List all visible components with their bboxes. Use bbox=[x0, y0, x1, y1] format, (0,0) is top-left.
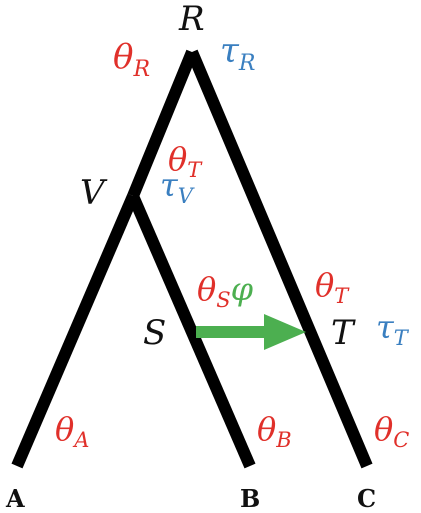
tau-r-symbol: τ bbox=[220, 31, 240, 71]
tau-v-subscript: V bbox=[178, 184, 195, 208]
node-label-r: R bbox=[178, 0, 205, 39]
theta-t-lower-subscript: T bbox=[334, 284, 350, 308]
theta-c-subscript: C bbox=[393, 428, 409, 452]
tau-r-subscript: R bbox=[238, 51, 256, 76]
param-theta-t-upper: θT bbox=[168, 140, 203, 182]
tip-label-c: C bbox=[357, 484, 376, 513]
migration-arrow bbox=[196, 314, 306, 350]
theta-t-upper-symbol: θ bbox=[168, 140, 187, 178]
theta-t-upper-subscript: T bbox=[187, 158, 203, 182]
theta-c-symbol: θ bbox=[374, 410, 393, 448]
param-theta-t-lower: θT bbox=[315, 266, 350, 308]
tip-label-a: A bbox=[5, 484, 25, 513]
param-tau-r: τR bbox=[220, 31, 255, 76]
branch-v-to-b bbox=[127, 193, 256, 469]
param-theta-b: θB bbox=[257, 410, 292, 452]
theta-t-lower-symbol: θ bbox=[315, 266, 334, 304]
theta-r-subscript: R bbox=[132, 57, 150, 82]
theta-s-subscript: S bbox=[216, 288, 230, 312]
theta-r-symbol: θ bbox=[113, 37, 133, 77]
node-label-v: V bbox=[80, 173, 108, 213]
branch-r-to-v bbox=[127, 49, 198, 199]
tau-v-symbol: τ bbox=[160, 166, 179, 204]
theta-b-subscript: B bbox=[275, 428, 291, 452]
theta-b-symbol: θ bbox=[257, 410, 276, 448]
migration-arrow-head bbox=[264, 314, 306, 350]
tree-branches bbox=[11, 49, 373, 469]
theta-s-symbol: θ bbox=[197, 270, 216, 308]
node-label-s: S bbox=[143, 313, 166, 353]
phi-symbol: φ bbox=[231, 270, 254, 308]
branch-v-to-a bbox=[11, 193, 139, 469]
param-theta-r: θR bbox=[113, 37, 150, 82]
param-theta-a: θA bbox=[55, 410, 89, 452]
tau-t-subscript: T bbox=[394, 326, 410, 350]
param-theta-c: θC bbox=[374, 410, 409, 452]
tau-t-symbol: τ bbox=[376, 308, 395, 346]
node-label-t: T bbox=[331, 313, 356, 353]
theta-a-symbol: θ bbox=[55, 410, 74, 448]
tip-label-b: B bbox=[240, 484, 260, 513]
param-tau-v: τV bbox=[160, 166, 195, 208]
theta-a-subscript: A bbox=[72, 428, 89, 452]
branch-r-to-c bbox=[186, 49, 373, 469]
param-tau-t: τT bbox=[376, 308, 410, 350]
param-theta-s-phi: θSφ bbox=[197, 270, 254, 312]
